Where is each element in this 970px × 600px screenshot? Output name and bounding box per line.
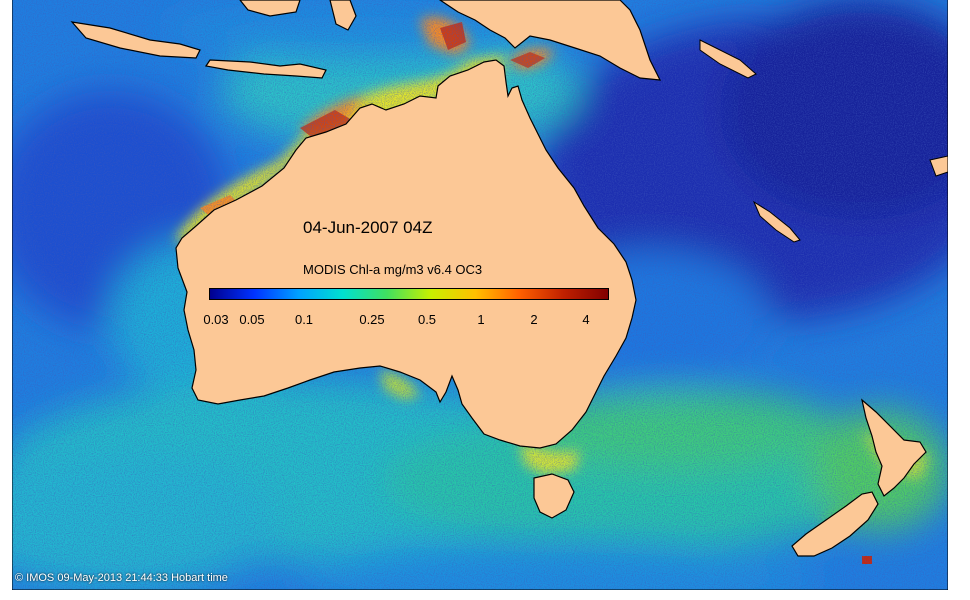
new-guinea-landmass [438, 0, 662, 81]
fiji-islands [929, 155, 948, 177]
sulawesi-island [329, 0, 357, 31]
lesser-sunda-islands [204, 59, 327, 79]
observation-date-label: 04-Jun-2007 04Z [303, 218, 433, 237]
copyright-credit: © IMOS 09-May-2013 21:44:33 Hobart time [15, 572, 228, 584]
java-island [70, 21, 201, 59]
colorbar-tick-label: 1 [477, 312, 485, 327]
australia-landmass [175, 59, 637, 449]
colorbar-tick-label: 0.03 [203, 312, 229, 327]
solomon-islands [699, 39, 757, 79]
colorbar-title: MODIS Chl-a mg/m3 v6.4 OC3 [303, 262, 483, 277]
colorbar-gradient [209, 288, 609, 300]
colorbar-tick-label: 0.25 [359, 312, 385, 327]
tasmania-landmass [533, 473, 575, 519]
colorbar-tick-label: 2 [530, 312, 538, 327]
borneo-island [239, 0, 301, 17]
colorbar-tick-label: 0.5 [417, 312, 437, 327]
new-zealand-north-island [861, 398, 927, 497]
new-caledonia-island [752, 200, 801, 243]
colorbar-tick-label: 0.05 [239, 312, 265, 327]
new-zealand-south-island [791, 491, 879, 557]
colorbar-tick-label: 4 [582, 312, 590, 327]
colorbar-tick-label: 0.1 [294, 312, 314, 327]
